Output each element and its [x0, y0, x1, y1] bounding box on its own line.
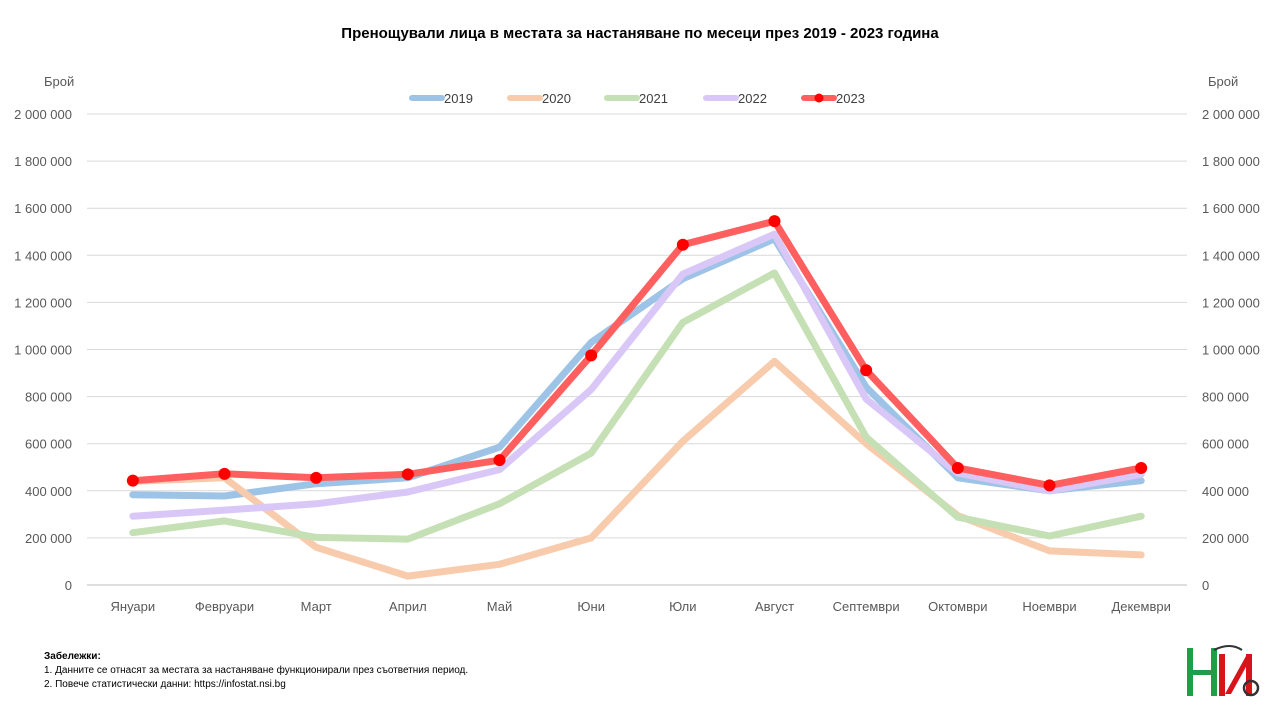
legend: 2019 2020 2021 2022 2023	[409, 91, 865, 106]
y-tick-label-right: 600 000	[1202, 437, 1249, 452]
data-point-2023	[585, 349, 598, 362]
y-tick-label-right: 400 000	[1202, 484, 1249, 499]
y-tick-label-right: 1 800 000	[1202, 154, 1260, 169]
series-line-2022	[129, 230, 1145, 520]
y-tick-label-left: 400 000	[25, 484, 72, 499]
y-axis-label-left: Брой	[44, 74, 74, 89]
data-point-2023	[1135, 461, 1148, 474]
data-point-2023	[310, 471, 323, 484]
x-tick-label: Март	[301, 599, 332, 614]
legend-label-2021: 2021	[639, 91, 668, 106]
x-tick-label: Май	[487, 599, 512, 614]
legend-label-2023: 2023	[836, 91, 865, 106]
data-point-2023	[218, 467, 231, 480]
x-tick-label: Октомври	[928, 599, 987, 614]
data-point-2023	[676, 238, 689, 251]
x-tick-label: Април	[389, 599, 427, 614]
series-lines	[126, 215, 1148, 580]
x-tick-label: Юли	[669, 599, 696, 614]
data-point-2023	[126, 474, 139, 487]
y-tick-label-left: 600 000	[25, 437, 72, 452]
y-tick-labels: 0 0 200 000 200 000 400 000 400 000 600 000 600…	[14, 107, 1260, 593]
data-point-2023	[493, 454, 506, 467]
notes: Забележки: 1. Данните се отнасят за мест…	[44, 650, 468, 692]
y-tick-label-left: 1 600 000	[14, 201, 72, 216]
x-tick-label: Ноември	[1022, 599, 1076, 614]
y-tick-label-left: 1 800 000	[14, 154, 72, 169]
series-line-2023	[129, 217, 1145, 489]
line-chart: Брой Брой 0 0 200 000 200 000 400 000 400 000…	[14, 74, 1260, 614]
y-tick-label-left: 1 000 000	[14, 343, 72, 358]
data-point-2023	[860, 364, 873, 377]
note-line-2: 2. Повече статистически данни: https://i…	[44, 679, 286, 690]
x-tick-label: Юни	[577, 599, 605, 614]
note-line-1: 1. Данните се отнасят за местата за наст…	[44, 665, 469, 676]
data-point-2023	[951, 461, 964, 474]
y-tick-label-left: 2 000 000	[14, 107, 72, 122]
series-line-2021	[129, 269, 1145, 543]
y-axis-label-right: Брой	[1208, 74, 1238, 89]
x-tick-labels: Януари Февруари Март Април Май Юни Юли Август Се…	[111, 599, 1171, 614]
y-tick-label-right: 1 600 000	[1202, 201, 1260, 216]
data-point-2023	[401, 468, 414, 481]
y-tick-label-right: 0	[1202, 578, 1209, 593]
x-tick-label: Септември	[833, 599, 900, 614]
y-tick-label-right: 800 000	[1202, 390, 1249, 405]
nsi-logo	[1187, 645, 1260, 697]
chart-title: Пренощували лица в местата за настаняван…	[341, 25, 939, 42]
y-tick-label-right: 2 000 000	[1202, 107, 1260, 122]
x-tick-label: Август	[755, 599, 794, 614]
y-tick-label-right: 1 200 000	[1202, 295, 1260, 310]
gridlines	[87, 113, 1187, 586]
y-tick-label-right: 1 000 000	[1202, 343, 1260, 358]
y-tick-label-left: 0	[65, 578, 72, 593]
y-tick-label-left: 1 400 000	[14, 248, 72, 263]
data-point-2023	[1043, 479, 1056, 492]
y-tick-label-left: 800 000	[25, 390, 72, 405]
y-tick-label-left: 1 200 000	[14, 295, 72, 310]
legend-label-2022: 2022	[738, 91, 767, 106]
legend-label-2019: 2019	[444, 91, 473, 106]
legend-marker-2023	[814, 93, 824, 103]
x-tick-label: Януари	[111, 599, 156, 614]
x-tick-label: Декември	[1111, 599, 1170, 614]
y-tick-label-right: 1 400 000	[1202, 248, 1260, 263]
notes-title: Забележки:	[44, 651, 101, 662]
y-tick-label-left: 200 000	[25, 531, 72, 546]
y-tick-label-right: 200 000	[1202, 531, 1249, 546]
x-tick-label: Февруари	[195, 599, 254, 614]
data-point-2023	[768, 215, 781, 228]
series-line-2019	[129, 235, 1145, 500]
legend-label-2020: 2020	[542, 91, 571, 106]
